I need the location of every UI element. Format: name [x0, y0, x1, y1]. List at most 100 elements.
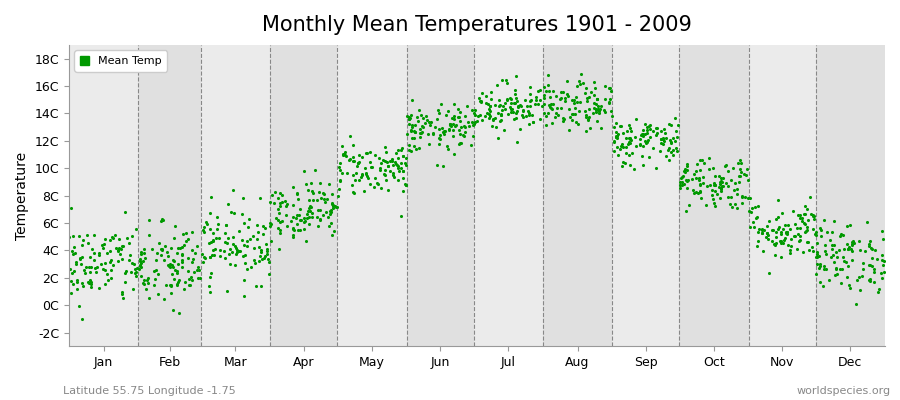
Point [443, 122, 457, 128]
Point [813, 261, 827, 268]
Point [482, 102, 497, 109]
Point [590, 96, 605, 102]
Point [483, 113, 498, 119]
Point [154, 246, 168, 252]
Point [721, 182, 735, 189]
Text: worldspecies.org: worldspecies.org [796, 386, 891, 396]
Point [755, 230, 770, 236]
Point [98, 267, 112, 273]
Point [495, 77, 509, 83]
Point [503, 103, 517, 110]
Point [617, 160, 632, 166]
Point [405, 124, 419, 130]
Point [299, 181, 313, 187]
Point [806, 248, 820, 254]
Point [389, 150, 403, 156]
Point [220, 240, 234, 246]
Point [604, 108, 618, 114]
Point [669, 128, 683, 134]
Point [616, 144, 631, 150]
Point [852, 247, 867, 253]
Point [637, 131, 652, 138]
Point [640, 139, 654, 145]
Point [203, 254, 218, 261]
Point [413, 134, 428, 140]
Point [85, 284, 99, 290]
Point [670, 144, 684, 151]
Point [166, 258, 181, 264]
Point [829, 248, 843, 255]
Point [694, 195, 708, 202]
Point [222, 246, 237, 253]
Point [520, 108, 535, 114]
Point [635, 133, 650, 140]
Point [385, 162, 400, 168]
Point [176, 263, 190, 270]
Point [104, 267, 118, 274]
Point [65, 270, 79, 276]
Point [862, 276, 877, 282]
Point [581, 117, 596, 124]
Point [81, 240, 95, 246]
Point [202, 283, 216, 289]
Point [290, 212, 304, 218]
Point [76, 280, 90, 286]
Point [798, 203, 813, 209]
Point [598, 83, 612, 89]
Point [326, 203, 340, 209]
Point [641, 137, 655, 144]
Point [298, 218, 312, 224]
Point [578, 90, 592, 96]
Point [197, 255, 211, 262]
Point [713, 194, 727, 201]
Point [483, 102, 498, 109]
Point [432, 135, 446, 141]
Point [842, 222, 857, 228]
Point [351, 160, 365, 167]
Point [260, 248, 274, 254]
Point [228, 262, 242, 268]
Point [333, 178, 347, 184]
Title: Monthly Mean Temperatures 1901 - 2009: Monthly Mean Temperatures 1901 - 2009 [262, 15, 692, 35]
Point [554, 89, 568, 95]
Point [812, 252, 826, 259]
Point [399, 182, 413, 189]
Point [71, 302, 86, 309]
Point [468, 112, 482, 118]
Point [707, 203, 722, 209]
Point [781, 222, 796, 228]
Point [497, 127, 511, 133]
Point [643, 125, 657, 132]
Point [874, 270, 888, 276]
Point [219, 222, 233, 228]
Point [824, 254, 839, 261]
Point [779, 229, 794, 235]
Point [640, 124, 654, 130]
Point [673, 175, 688, 182]
Point [732, 173, 746, 179]
Legend: Mean Temp: Mean Temp [75, 50, 167, 72]
Point [202, 226, 217, 232]
Point [74, 261, 88, 267]
Point [98, 236, 112, 242]
Point [680, 178, 695, 184]
Point [75, 242, 89, 248]
Point [592, 109, 607, 116]
Point [799, 227, 814, 234]
Point [678, 169, 692, 176]
Point [833, 280, 848, 286]
Point [560, 91, 574, 97]
Point [299, 237, 313, 244]
Point [92, 252, 106, 258]
Point [708, 173, 723, 179]
Point [473, 111, 488, 118]
Point [332, 177, 347, 183]
Point [250, 236, 265, 242]
Point [680, 166, 694, 173]
Point [489, 123, 503, 130]
Point [607, 148, 621, 154]
Point [184, 229, 199, 235]
Point [783, 247, 797, 254]
Point [410, 114, 425, 120]
Point [860, 219, 875, 225]
